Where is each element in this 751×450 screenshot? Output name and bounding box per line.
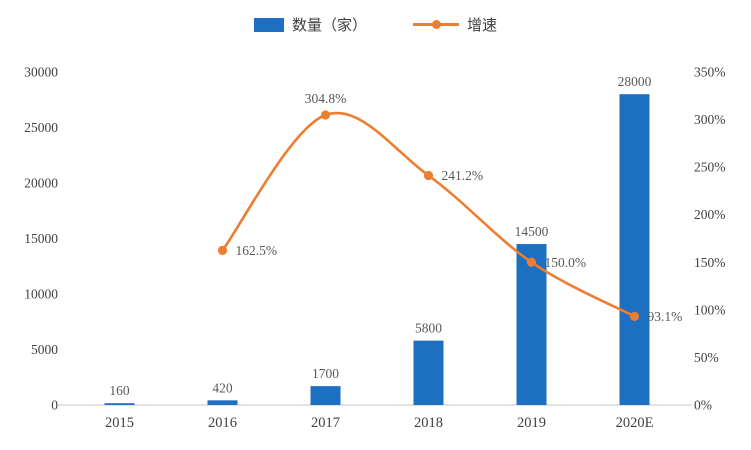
left-axis-tick-label: 20000 — [24, 176, 58, 191]
x-axis-label: 2015 — [105, 415, 134, 431]
right-axis-tick-label: 200% — [694, 207, 726, 222]
line-series-label: 增速 — [467, 18, 498, 34]
x-axis-label: 2016 — [208, 415, 237, 431]
bar — [516, 244, 547, 405]
growth-point — [423, 170, 434, 181]
left-axis-tick-label: 10000 — [24, 287, 58, 302]
growth-point-label: 162.5% — [236, 243, 278, 258]
x-axis-label: 2020E — [616, 415, 654, 431]
x-axis-label: 2017 — [311, 415, 340, 431]
right-axis-tick-label: 350% — [694, 65, 726, 80]
left-axis-tick-label: 25000 — [24, 120, 58, 135]
x-axis-label: 2019 — [517, 415, 546, 431]
bar-series-label: 数量（家） — [291, 18, 367, 34]
x-axis-label: 2018 — [414, 415, 443, 431]
growth-line — [221, 111, 636, 318]
legend-item-line: 增速 — [413, 14, 497, 35]
right-axis-tick-label: 150% — [694, 255, 726, 270]
left-axis-tick-label: 15000 — [24, 231, 58, 246]
bar-value-label: 1700 — [312, 366, 339, 381]
bar-series-swatch-icon — [253, 17, 284, 32]
left-axis-tick-label: 30000 — [24, 65, 58, 80]
growth-point-label: 93.1% — [648, 309, 683, 324]
growth-point-label: 150.0% — [545, 255, 587, 270]
legend-item-bars: 数量（家） — [253, 14, 367, 35]
growth-point — [629, 311, 640, 322]
right-axis-tick-label: 250% — [694, 160, 726, 175]
right-axis-tick-label: 0% — [694, 398, 712, 413]
growth-point — [217, 245, 228, 255]
right-axis-tick-label: 50% — [694, 350, 719, 365]
bar-value-label: 420 — [212, 380, 233, 395]
right-axis-tick-label: 100% — [694, 302, 726, 317]
bar — [207, 400, 238, 405]
growth-point-label: 241.2% — [442, 168, 484, 183]
chart-legend: 数量（家） 增速 — [0, 14, 751, 35]
bar — [104, 403, 135, 405]
right-axis-tick-label: 300% — [694, 112, 726, 127]
bar-value-label: 5800 — [415, 321, 442, 336]
bar — [413, 340, 444, 405]
line-marker-dot-icon — [431, 20, 441, 29]
left-axis-tick-label: 0 — [51, 398, 58, 413]
left-axis-tick-label: 5000 — [31, 342, 58, 357]
growth-point — [320, 110, 331, 120]
bar — [619, 94, 650, 405]
bar-value-label: 14500 — [515, 224, 549, 239]
growth-point-label: 304.8% — [305, 91, 347, 106]
bar-value-label: 160 — [109, 383, 130, 398]
bar — [310, 386, 341, 405]
bar-value-label: 28000 — [618, 74, 652, 89]
growth-point — [526, 257, 537, 267]
line-series-swatch-icon — [413, 20, 459, 29]
